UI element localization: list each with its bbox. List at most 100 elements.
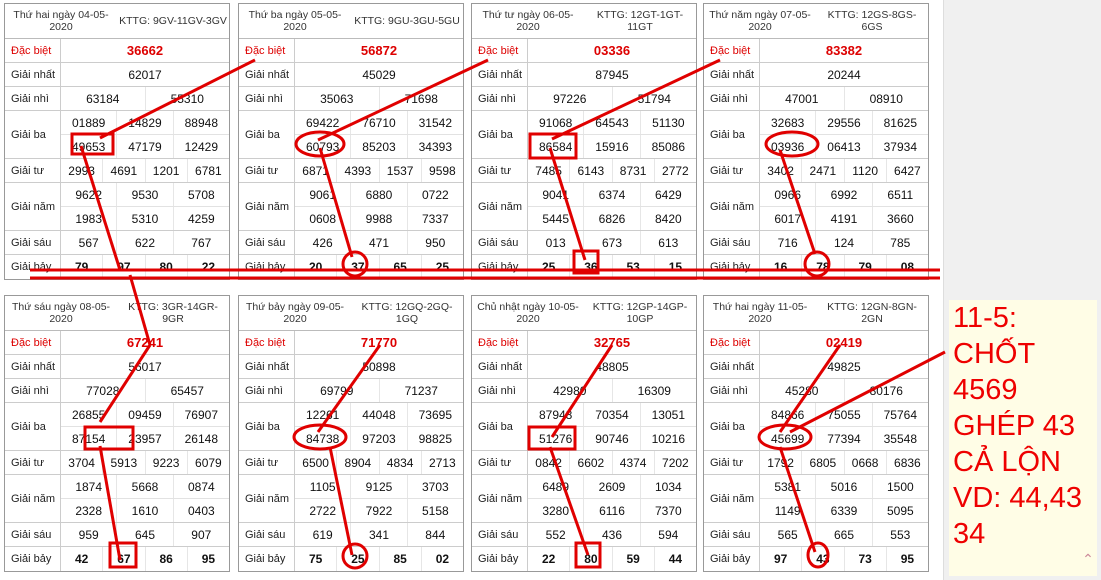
prize-label: Giải sáu — [5, 231, 61, 254]
prize-number: 37934 — [871, 135, 928, 158]
prize-number: 0668 — [843, 451, 886, 474]
prize-number: 6826 — [583, 207, 639, 230]
row-first: Giải nhất 49825 — [704, 355, 928, 379]
prize-number: 1537 — [378, 159, 421, 182]
prize-label: Giải năm — [5, 475, 61, 522]
prize-label: Giải tư — [239, 451, 295, 474]
prize-number: 45280 — [785, 383, 819, 398]
prize-number: 0608 — [309, 211, 337, 226]
row-sixth: Giải sáu 552 436 594 — [472, 523, 696, 547]
prize-number: 9530 — [116, 183, 172, 206]
prize-number: 1120 — [843, 159, 886, 182]
prize-number: 9061 — [309, 187, 337, 202]
row-first: Giải nhất 87945 — [472, 63, 696, 87]
prize-label: Giải tư — [472, 159, 528, 182]
row-second: Giải nhì 69799 71237 — [239, 379, 463, 403]
prize-label: Giải tư — [704, 159, 760, 182]
prize-number: 22 — [186, 255, 229, 279]
prize-number: 6602 — [569, 451, 611, 474]
prize-number: 34393 — [406, 135, 463, 158]
prize-label: Giải năm — [704, 475, 760, 522]
prize-number: 53 — [611, 255, 654, 279]
prize-label: Giải nhì — [472, 379, 528, 402]
prize-number: 47179 — [116, 135, 172, 158]
prize-number: 85203 — [350, 135, 406, 158]
prize-number: 65457 — [144, 379, 230, 402]
prize-number: 77394 — [815, 427, 871, 450]
prize-number: 50898 — [362, 359, 396, 374]
row-special: Đặc biệt 36662 — [5, 39, 229, 63]
prize-number: 471 — [350, 231, 406, 254]
prize-number: 567 — [78, 235, 99, 250]
prize-number: 1610 — [116, 499, 172, 522]
prize-number: 2722 — [309, 503, 337, 518]
prize-number: 23957 — [116, 427, 172, 450]
prize-number: 3660 — [871, 207, 928, 230]
prize-number: 87948 — [538, 407, 573, 422]
prize-number: 88948 — [172, 111, 229, 134]
prize-number: 7202 — [653, 451, 696, 474]
prize-number: 14829 — [116, 111, 172, 134]
prize-number: 5016 — [815, 475, 871, 498]
prize-label: Đặc biệt — [239, 39, 295, 62]
prize-number: 22 — [541, 552, 556, 566]
prize-number: 959 — [78, 527, 99, 542]
prize-label: Giải ba — [472, 111, 528, 158]
results-table: Chủ nhật ngày 10-05-2020 KTTG: 12GP-14GP… — [471, 295, 697, 572]
prize-number: 47001 — [785, 91, 819, 106]
row-seventh: Giải bảy 42 67 86 95 — [5, 547, 229, 571]
prize-number: 06413 — [815, 135, 871, 158]
row-third: Giải ba 12261 44048 73695 84738 97203 98825 — [239, 403, 463, 451]
prize-number: 7485 — [535, 163, 562, 178]
prize-label: Giải bảy — [472, 547, 528, 571]
prize-label: Giải năm — [239, 183, 295, 230]
row-fourth: Giải tư 3402 2471 1120 6427 — [704, 159, 928, 183]
draw-code: KTTG: 12GS-8GS-6GS — [827, 9, 917, 33]
prize-number: 1105 — [309, 479, 336, 494]
prize-number: 4393 — [336, 159, 378, 182]
prize-number: 80 — [569, 547, 611, 571]
prize-number: 0874 — [172, 475, 229, 498]
row-sixth: Giải sáu 959 645 907 — [5, 523, 229, 547]
row-seventh: Giải bảy 16 78 79 08 — [704, 255, 928, 279]
prize-number: 2772 — [653, 159, 696, 182]
prize-number: 9622 — [75, 187, 103, 202]
prize-number: 97203 — [350, 427, 406, 450]
prize-number: 5095 — [871, 499, 928, 522]
prize-number: 5913 — [102, 451, 144, 474]
prize-number: 75 — [308, 552, 323, 566]
prize-number: 16309 — [611, 379, 697, 402]
draw-date: Thứ ba ngày 05-05-2020 — [248, 9, 342, 33]
chevron-up-icon[interactable]: ⌃ — [1082, 551, 1094, 567]
note-line: VD: 44,43 — [953, 482, 1082, 514]
prize-number: 36662 — [126, 43, 164, 58]
draw-code: KTTG: 9GV-11GV-3GV — [119, 15, 227, 27]
prize-number: 6871 — [302, 163, 329, 178]
prize-label: Giải năm — [239, 475, 295, 522]
row-seventh: Giải bảy 79 97 80 22 — [5, 255, 229, 279]
prize-number: 71237 — [378, 379, 464, 402]
prize-label: Giải bảy — [5, 255, 61, 279]
prize-number: 5445 — [542, 211, 570, 226]
prize-number: 49825 — [827, 359, 861, 374]
prize-number: 56872 — [360, 43, 398, 58]
prize-label: Giải bảy — [472, 255, 528, 279]
prize-number: 45029 — [362, 67, 396, 82]
prize-number: 6116 — [583, 499, 639, 522]
prize-number: 8420 — [639, 207, 696, 230]
prize-label: Giải nhì — [704, 379, 760, 402]
prize-number: 25 — [336, 547, 378, 571]
draw-date: Thứ bảy ngày 09-05-2020 — [245, 301, 345, 325]
row-second: Giải nhì 45280 80176 — [704, 379, 928, 403]
prize-number: 341 — [350, 523, 406, 546]
prize-number: 553 — [871, 523, 928, 546]
prize-label: Giải nhì — [239, 379, 295, 402]
row-seventh: Giải bảy 22 80 59 44 — [472, 547, 696, 571]
prize-number: 77028 — [86, 383, 120, 398]
prize-number: 3402 — [767, 163, 794, 178]
row-sixth: Giải sáu 619 341 844 — [239, 523, 463, 547]
prize-number: 13051 — [639, 403, 696, 426]
prize-number: 35548 — [871, 427, 928, 450]
prize-label: Giải nhất — [5, 355, 61, 378]
prize-number: 6339 — [815, 499, 871, 522]
